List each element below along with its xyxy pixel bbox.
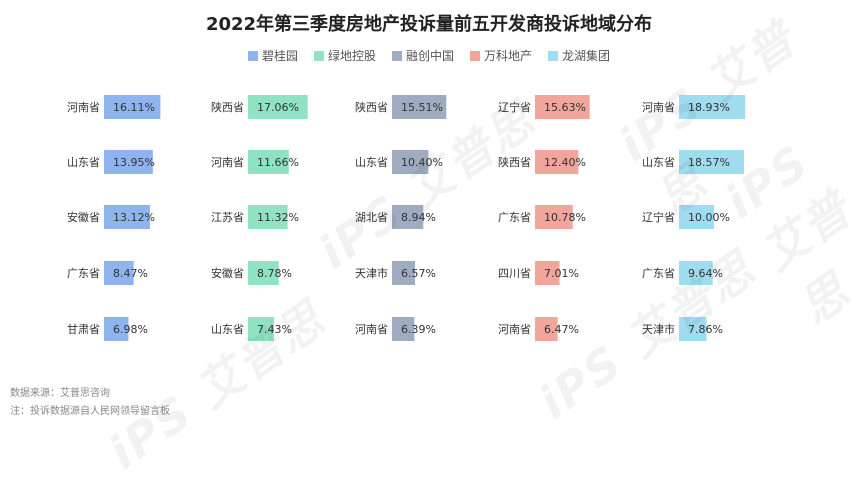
bar [535,150,579,174]
bar [535,261,560,285]
region-label: 天津市 [355,266,388,280]
region-label: 四川省 [498,267,531,280]
bar [392,95,447,119]
value-label: 6.47% [544,323,579,336]
region-label: 陕西省 [355,100,388,114]
bar [392,261,415,285]
bar [535,205,573,229]
data-note: 注：投诉数据源自人民网领导留言板 [10,406,170,417]
value-label: 7.01% [544,267,579,280]
legend-label: 绿地控股 [327,49,376,63]
bar [679,95,746,119]
region-label: 河南省 [211,156,244,169]
region-label: 安徽省 [67,210,100,224]
region-label: 江苏省 [211,211,244,224]
value-label: 6.57% [401,267,436,280]
value-label: 15.63% [544,101,586,114]
region-label: 河南省 [355,323,388,336]
region-label: 河南省 [67,101,100,114]
region-label: 天津市 [642,322,675,336]
legend-item-1: 绿地控股 [313,47,376,64]
value-label: 9.64% [688,267,723,280]
legend-label: 万科地产 [484,49,533,63]
bar [248,205,288,229]
data-source: 数据来源：艾普思咨询 [10,388,110,399]
value-label: 10.78% [544,211,586,224]
region-label: 广东省 [498,211,531,224]
region-label: 山东省 [355,156,388,169]
legend-swatch [391,50,402,61]
value-label: 6.98% [113,323,148,336]
bar [104,317,129,341]
legend-item-2: 融创中国 [391,47,454,64]
legend-swatch [470,50,480,61]
value-label: 10.40% [401,156,443,169]
region-label: 辽宁省 [498,100,531,114]
bar [104,150,153,174]
bar [248,95,308,119]
bar [248,150,289,174]
legend-swatch [313,50,324,61]
bar [104,261,134,285]
bar [392,150,429,174]
region-label: 安徽省 [211,266,244,280]
value-label: 8.94% [401,211,436,224]
chart-canvas: 河南省 16.11% 山东省 13.95% 安徽省 13.12% 广东省 8.47% 甘肃省 6.… [67,95,746,341]
bar [679,205,714,229]
region-label: 甘肃省 [67,323,100,336]
value-label: 12.40% [544,156,586,169]
value-label: 18.93% [688,101,730,114]
value-label: 7.86% [688,323,723,336]
legend-label: 融创中国 [405,49,454,63]
region-label: 广东省 [642,267,675,280]
value-label: 17.06% [257,101,299,114]
region-label: 广东省 [67,267,100,280]
region-label: 山东省 [67,156,100,169]
legend-item-4: 龙湖集团 [548,47,610,64]
region-label: 山东省 [211,323,244,336]
value-label: 6.39% [401,323,436,336]
region-label: 陕西省 [211,100,244,114]
bar [679,317,707,341]
legend-swatch [548,50,559,61]
region-label: 辽宁省 [642,210,675,224]
region-label: 湖北省 [355,211,388,224]
value-label: 16.11% [113,101,155,114]
region-label: 河南省 [498,323,531,336]
legend-swatch [247,50,258,61]
bar [392,205,424,229]
legend-label: 碧桂园 [261,49,298,63]
bar [392,317,415,341]
bar [248,261,279,285]
value-label: 7.43% [257,323,292,336]
value-label: 15.51% [401,101,443,114]
value-label: 13.95% [113,156,155,169]
bar [104,95,161,119]
legend-item-0: 碧桂园 [247,47,298,64]
value-label: 11.66% [257,156,299,169]
legend-item-3: 万科地产 [470,47,532,64]
value-label: 8.47% [113,267,148,280]
bar [535,317,558,341]
bar [679,150,744,174]
legend: 碧桂园 绿地控股 融创中国 万科地产 龙湖集团 [0,47,858,64]
region-label: 河南省 [642,101,675,114]
value-label: 13.12% [113,211,155,224]
bar [535,95,590,119]
region-label: 山东省 [642,156,675,169]
value-label: 11.32% [257,211,299,224]
chart-title: 2022年第三季度房地产投诉量前五开发商投诉地域分布 [205,14,653,35]
bar [248,317,275,341]
value-label: 18.57% [688,156,730,169]
bar [104,205,150,229]
bar [679,261,713,285]
region-label: 陕西省 [498,155,531,169]
value-label: 10.00% [688,211,730,224]
legend-label: 龙湖集团 [562,49,611,63]
value-label: 8.78% [257,267,292,280]
